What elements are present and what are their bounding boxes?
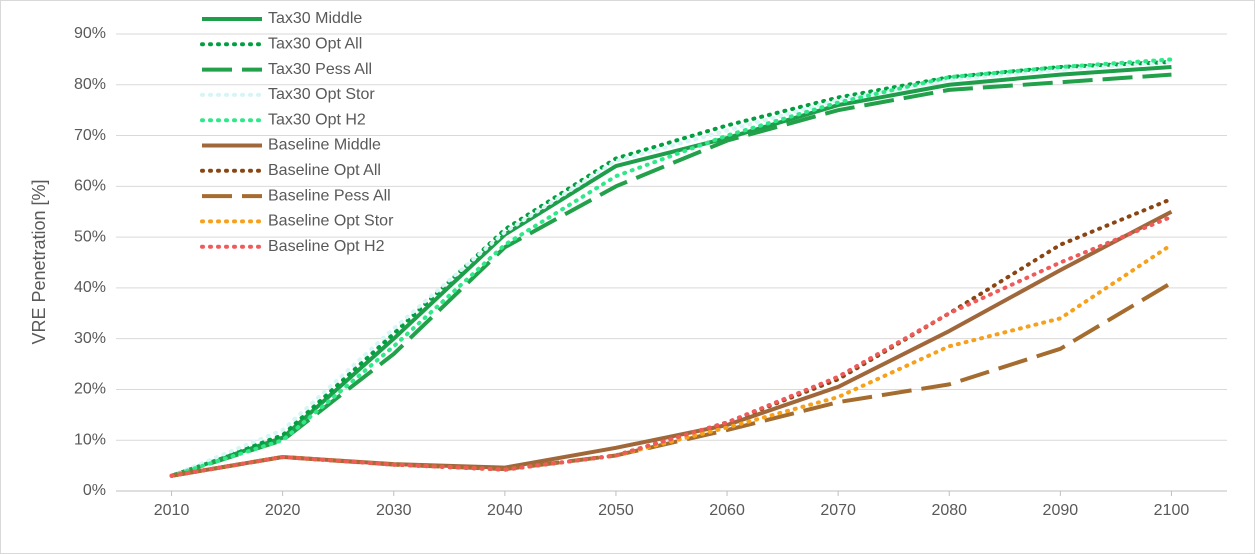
x-tick-label: 2050 <box>598 502 634 519</box>
x-tick-label: 2040 <box>487 502 523 519</box>
legend-label: Tax30 Opt H2 <box>268 111 366 128</box>
y-tick-label: 60% <box>74 178 106 195</box>
x-tick-label: 2060 <box>709 502 745 519</box>
y-tick-label: 50% <box>74 228 106 245</box>
y-tick-label: 0% <box>83 482 106 499</box>
legend-label: Tax30 Middle <box>268 10 362 27</box>
legend-label: Tax30 Opt Stor <box>268 86 375 103</box>
y-tick-label: 10% <box>74 431 106 448</box>
y-axis-label: VRE Penetration [%] <box>29 179 49 344</box>
legend-label: Baseline Pess All <box>268 187 391 204</box>
y-tick-label: 40% <box>74 279 106 296</box>
series-line <box>169 59 1174 478</box>
legend-label: Baseline Opt Stor <box>268 213 394 230</box>
x-tick-label: 2010 <box>154 502 190 519</box>
series-line <box>170 72 1172 478</box>
series-line <box>169 214 1174 478</box>
series-line <box>169 57 1174 478</box>
y-tick-label: 70% <box>74 127 106 144</box>
legend-label: Baseline Opt H2 <box>268 238 385 255</box>
x-tick-label: 2030 <box>376 502 412 519</box>
series-line <box>170 65 1172 478</box>
series-line <box>169 59 1174 478</box>
legend-label: Tax30 Pess All <box>268 61 372 78</box>
y-tick-label: 20% <box>74 381 106 398</box>
x-tick-label: 2070 <box>820 502 856 519</box>
legend-label: Baseline Opt All <box>268 162 381 179</box>
y-tick-label: 90% <box>74 25 106 42</box>
legend-label: Baseline Middle <box>268 137 381 154</box>
legend-label: Tax30 Opt All <box>268 36 362 53</box>
x-tick-label: 2020 <box>265 502 301 519</box>
x-tick-label: 2090 <box>1043 502 1079 519</box>
x-tick-label: 2100 <box>1154 502 1190 519</box>
y-tick-label: 30% <box>74 330 106 347</box>
y-tick-label: 80% <box>74 76 106 93</box>
x-tick-label: 2080 <box>931 502 967 519</box>
